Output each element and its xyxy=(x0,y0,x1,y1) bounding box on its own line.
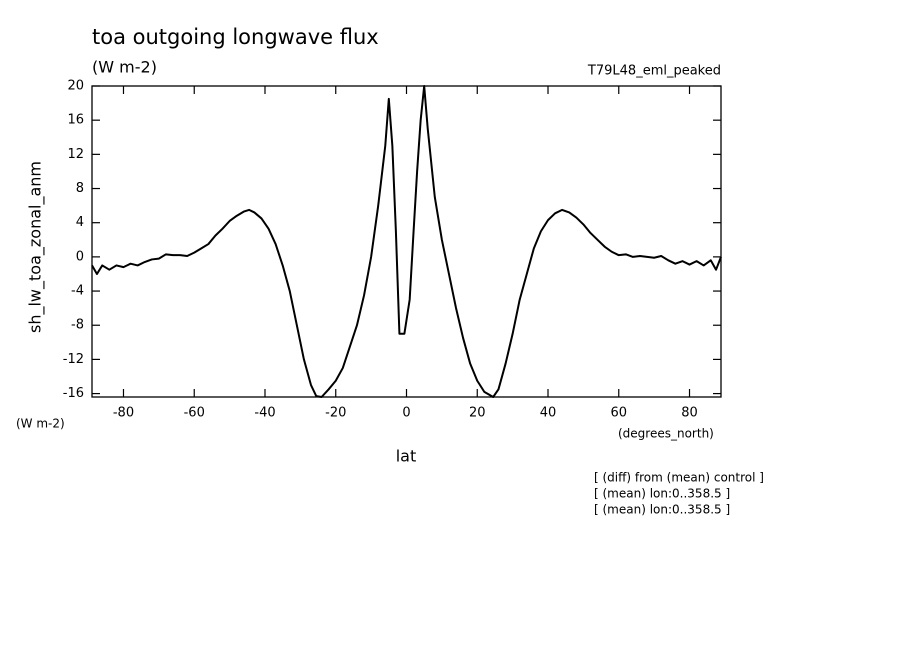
y-tick-label: 20 xyxy=(67,79,84,94)
y-tick-label: 12 xyxy=(67,147,84,162)
x-axis-label: lat xyxy=(396,447,417,466)
y-tick-label: 4 xyxy=(76,215,84,230)
note: [ (diff) from (mean) control ] xyxy=(594,471,764,485)
x-tick-label: 0 xyxy=(402,406,410,421)
x-tick-label: 60 xyxy=(610,406,627,421)
y-tick-label: -16 xyxy=(63,386,84,401)
x-tick-label: -60 xyxy=(184,406,205,421)
x-tick-label: -20 xyxy=(325,406,346,421)
y-tick-label: -4 xyxy=(71,284,84,299)
chart-subtitle: (W m-2) xyxy=(92,58,157,77)
x-tick-label: -40 xyxy=(254,406,275,421)
x-units: (degrees_north) xyxy=(618,427,714,441)
note: [ (mean) lon:0..358.5 ] xyxy=(594,503,730,517)
note: [ (mean) lon:0..358.5 ] xyxy=(594,487,730,501)
chart-title: toa outgoing longwave flux xyxy=(92,25,379,49)
x-tick-label: 40 xyxy=(540,406,557,421)
x-tick-label: -80 xyxy=(113,406,134,421)
y-tick-label: 16 xyxy=(67,113,84,128)
x-tick-label: 20 xyxy=(469,406,486,421)
x-tick-label: 80 xyxy=(681,406,698,421)
y-axis-label: sh_lw_toa_zonal_anm xyxy=(26,161,46,333)
y-tick-label: 8 xyxy=(76,181,84,196)
y-units: (W m-2) xyxy=(16,417,65,431)
y-tick-label: 0 xyxy=(76,249,84,264)
plot-frame xyxy=(91,85,722,398)
y-tick-label: -8 xyxy=(71,318,84,333)
dataset-label: T79L48_eml_peaked xyxy=(587,64,721,79)
data-line xyxy=(91,85,722,398)
y-tick-label: -12 xyxy=(63,352,84,367)
